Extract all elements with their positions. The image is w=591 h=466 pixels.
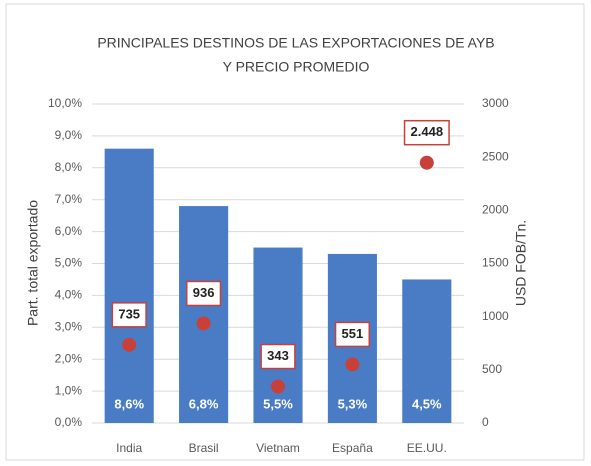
y2-tick-label: 1000 <box>482 309 509 323</box>
y2-tick-label: 1500 <box>482 256 509 270</box>
y-tick-label: 3,0% <box>55 319 83 333</box>
y-tick-label: 4,0% <box>55 288 83 302</box>
chart-title: Y PRECIO PROMEDIO <box>223 59 370 75</box>
x-tick-label: EE.UU. <box>407 441 447 455</box>
y-tick-label: 9,0% <box>55 128 83 142</box>
x-tick-label: India <box>116 441 142 455</box>
bar-label: 4,5% <box>412 396 442 411</box>
x-tick-label: Brasil <box>189 441 219 455</box>
point-label: 936 <box>193 285 215 300</box>
point <box>271 379 285 394</box>
point <box>419 155 434 170</box>
bar <box>179 206 229 423</box>
bar <box>402 279 452 423</box>
point-label: 343 <box>267 348 289 363</box>
point-label: 735 <box>118 306 140 321</box>
bar-label: 5,3% <box>338 396 368 411</box>
y-tick-label: 6,0% <box>55 224 83 238</box>
point <box>345 357 360 372</box>
point-label-box <box>111 302 147 328</box>
y2-tick-label: 500 <box>482 362 502 376</box>
x-tick-label: España <box>332 441 373 455</box>
bar-label: 8,6% <box>114 396 144 411</box>
y2-tick-label: 2500 <box>482 149 509 163</box>
bar-label: 6,8% <box>189 396 219 411</box>
bar-label: 5,5% <box>263 396 293 411</box>
chart-title: PRINCIPALES DESTINOS DE LAS EXPORTACIONE… <box>97 35 494 51</box>
point <box>196 316 211 331</box>
y-tick-label: 5,0% <box>55 256 83 270</box>
bar <box>104 148 154 423</box>
point-label-box <box>185 280 222 307</box>
point <box>122 337 137 352</box>
y-tick-label: 10,0% <box>48 96 82 110</box>
point-label-box <box>403 119 450 146</box>
y-tick-label: 8,0% <box>55 160 83 174</box>
y-tick-label: 0,0% <box>55 415 83 429</box>
bar <box>253 247 303 423</box>
y-axis-title: Part. total exportado <box>25 200 41 326</box>
point-label: 551 <box>342 326 364 341</box>
y-tick-label: 2,0% <box>55 351 83 365</box>
y-tick-label: 1,0% <box>55 383 83 397</box>
point-label-box <box>260 343 296 370</box>
point-label-box <box>334 321 371 348</box>
y-tick-label: 7,0% <box>55 192 83 206</box>
point-label: 2.448 <box>411 124 444 139</box>
y2-tick-label: 3000 <box>482 96 509 110</box>
y2-tick-label: 0 <box>482 415 489 429</box>
x-tick-label: Vietnam <box>256 441 300 455</box>
y2-axis-title: USD FOB/Tn. <box>513 220 529 306</box>
y2-tick-label: 2000 <box>482 203 509 217</box>
